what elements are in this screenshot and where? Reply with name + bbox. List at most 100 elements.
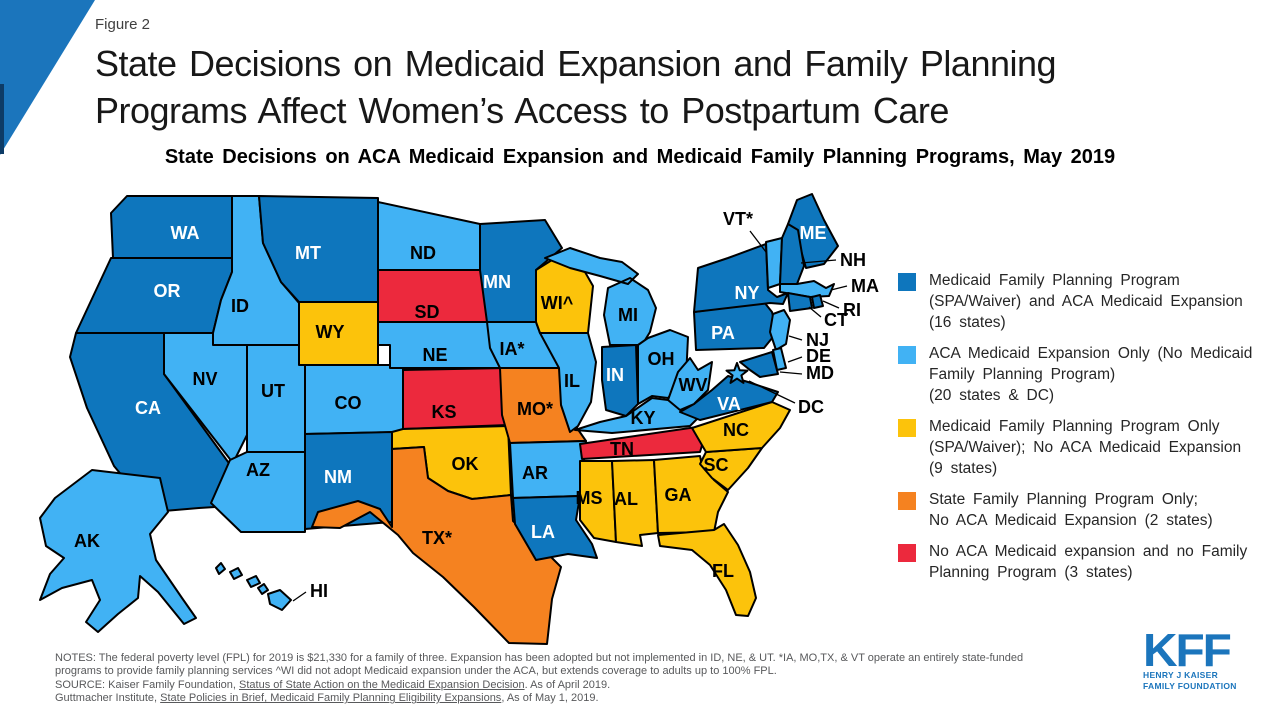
legend-swatch-expansion_and_fp bbox=[898, 273, 916, 291]
state-label-FL: FL bbox=[712, 561, 734, 581]
state-label-MD: MD bbox=[806, 363, 834, 383]
legend-label-none: No ACA Medicaid expansion and no Family … bbox=[929, 543, 1248, 581]
state-label-IN: IN bbox=[606, 365, 624, 385]
legend-swatch-expansion_only bbox=[898, 346, 916, 364]
state-label-DC: DC bbox=[798, 397, 824, 417]
corner-accent-sliver bbox=[0, 84, 4, 154]
callout-line-DC bbox=[748, 380, 796, 404]
state-label-AZ: AZ bbox=[246, 460, 270, 480]
source-line: SOURCE: Kaiser Family Foundation, Status… bbox=[55, 679, 1133, 692]
guttmacher-suffix: , As of May 1, 2019. bbox=[501, 692, 599, 705]
state-label-WY: WY bbox=[316, 322, 345, 342]
state-LA bbox=[512, 495, 598, 561]
state-TX bbox=[311, 446, 562, 645]
state-label-GA: GA bbox=[665, 485, 692, 505]
callout-line-HI bbox=[292, 591, 307, 602]
kff-logo-sub1: HENRY J KAISER bbox=[1143, 670, 1219, 680]
state-label-NY: NY bbox=[734, 283, 759, 303]
state-label-HI: HI bbox=[310, 581, 328, 601]
state-label-DE: DE bbox=[806, 346, 831, 366]
state-HI bbox=[215, 562, 292, 611]
state-label-AR: AR bbox=[522, 463, 548, 483]
callout-line-NJ bbox=[788, 335, 803, 341]
notes-line-2: programs to provide family planning serv… bbox=[55, 665, 777, 678]
state-label-CT: CT bbox=[824, 310, 848, 330]
state-AZ bbox=[210, 451, 306, 533]
legend-item-state_fp_only: State Family Planning Program Only; No A… bbox=[898, 489, 1278, 531]
guttmacher-line: Guttmacher Institute, State Policies in … bbox=[55, 692, 1133, 705]
state-label-WA: WA bbox=[171, 223, 200, 243]
state-label-NV: NV bbox=[192, 369, 217, 389]
notes-line-1: NOTES: The federal poverty level (FPL) f… bbox=[55, 652, 1024, 664]
guttmacher-link[interactable]: State Policies in Brief, Medicaid Family… bbox=[160, 692, 502, 705]
kff-logo-text: KFF bbox=[1143, 624, 1232, 676]
state-label-WV: WV bbox=[679, 375, 708, 395]
legend-label-expansion_and_fp: Medicaid Family Planning Program (SPA/Wa… bbox=[929, 272, 1243, 331]
state-label-VT: VT* bbox=[723, 209, 753, 229]
state-MD bbox=[739, 351, 779, 378]
callout-line-RI bbox=[822, 300, 840, 309]
state-label-TN: TN bbox=[610, 439, 634, 459]
callout-line-MD bbox=[779, 371, 803, 375]
state-FL bbox=[657, 523, 757, 617]
source-suffix: . As of April 2019. bbox=[524, 678, 611, 691]
callout-line-CT bbox=[808, 306, 822, 318]
state-label-NJ: NJ bbox=[806, 330, 829, 350]
legend-label-expansion_only: ACA Medicaid Expansion Only (No Medicaid… bbox=[929, 345, 1253, 404]
legend-item-none: No ACA Medicaid expansion and no Family … bbox=[898, 541, 1278, 583]
state-MS bbox=[579, 460, 617, 543]
state-label-RI: RI bbox=[843, 300, 861, 320]
source-link[interactable]: Status of State Action on the Medicaid E… bbox=[239, 678, 525, 691]
legend-label-state_fp_only: State Family Planning Program Only; No A… bbox=[929, 491, 1213, 529]
state-label-ID: ID bbox=[231, 296, 249, 316]
state-label-IA: IA* bbox=[499, 339, 524, 359]
state-label-MN: MN bbox=[483, 272, 511, 292]
state-label-SC: SC bbox=[703, 455, 728, 475]
state-DC bbox=[725, 362, 749, 384]
state-label-IL: IL bbox=[564, 371, 580, 391]
state-label-NE: NE bbox=[422, 345, 447, 365]
source-prefix: SOURCE: Kaiser Family Foundation, bbox=[55, 678, 240, 691]
callout-line-DE bbox=[787, 356, 803, 363]
state-label-NC: NC bbox=[723, 420, 749, 440]
legend-item-expansion_and_fp: Medicaid Family Planning Program (SPA/Wa… bbox=[898, 270, 1278, 333]
state-label-MA: MA bbox=[851, 276, 879, 296]
state-label-MS: MS bbox=[576, 488, 603, 508]
kff-logo-sub2: FAMILY FOUNDATION bbox=[1143, 680, 1237, 691]
state-label-SD: SD bbox=[414, 302, 439, 322]
state-label-CA: CA bbox=[135, 398, 161, 418]
page-title: State Decisions on Medicaid Expansion an… bbox=[95, 40, 1057, 134]
title-line-1: State Decisions on Medicaid Expansion an… bbox=[95, 43, 1057, 84]
state-label-KS: KS bbox=[431, 402, 456, 422]
state-MI bbox=[544, 247, 657, 346]
state-label-CO: CO bbox=[335, 393, 362, 413]
state-WV bbox=[667, 357, 713, 411]
state-label-ME: ME bbox=[800, 223, 827, 243]
state-label-NM: NM bbox=[324, 467, 352, 487]
state-label-MT: MT bbox=[295, 243, 321, 263]
legend-swatch-state_fp_only bbox=[898, 492, 916, 510]
state-CT bbox=[787, 292, 813, 312]
state-label-AK: AK bbox=[74, 531, 100, 551]
notes: NOTES: The federal poverty level (FPL) f… bbox=[55, 652, 1133, 706]
legend-swatch-none bbox=[898, 544, 916, 562]
state-AK bbox=[39, 469, 197, 633]
state-label-TX: TX* bbox=[422, 528, 452, 548]
legend-label-fp_only: Medicaid Family Planning Program Only (S… bbox=[929, 418, 1242, 477]
state-label-MO: MO* bbox=[517, 399, 553, 419]
callout-line-NH bbox=[800, 259, 837, 264]
state-label-OK: OK bbox=[452, 454, 479, 474]
state-label-ND: ND bbox=[410, 243, 436, 263]
state-label-OH: OH bbox=[648, 349, 675, 369]
map-legend: Medicaid Family Planning Program (SPA/Wa… bbox=[898, 270, 1278, 593]
guttmacher-prefix: Guttmacher Institute, bbox=[55, 692, 161, 705]
legend-swatch-fp_only bbox=[898, 419, 916, 437]
figure-label: Figure 2 bbox=[95, 16, 151, 33]
state-label-UT: UT bbox=[261, 381, 285, 401]
map-title: State Decisions on ACA Medicaid Expansio… bbox=[164, 146, 1116, 168]
state-NJ bbox=[769, 309, 791, 351]
state-label-AL: AL bbox=[614, 489, 638, 509]
kff-logo: KFF HENRY J KAISER FAMILY FOUNDATION bbox=[1143, 624, 1237, 691]
